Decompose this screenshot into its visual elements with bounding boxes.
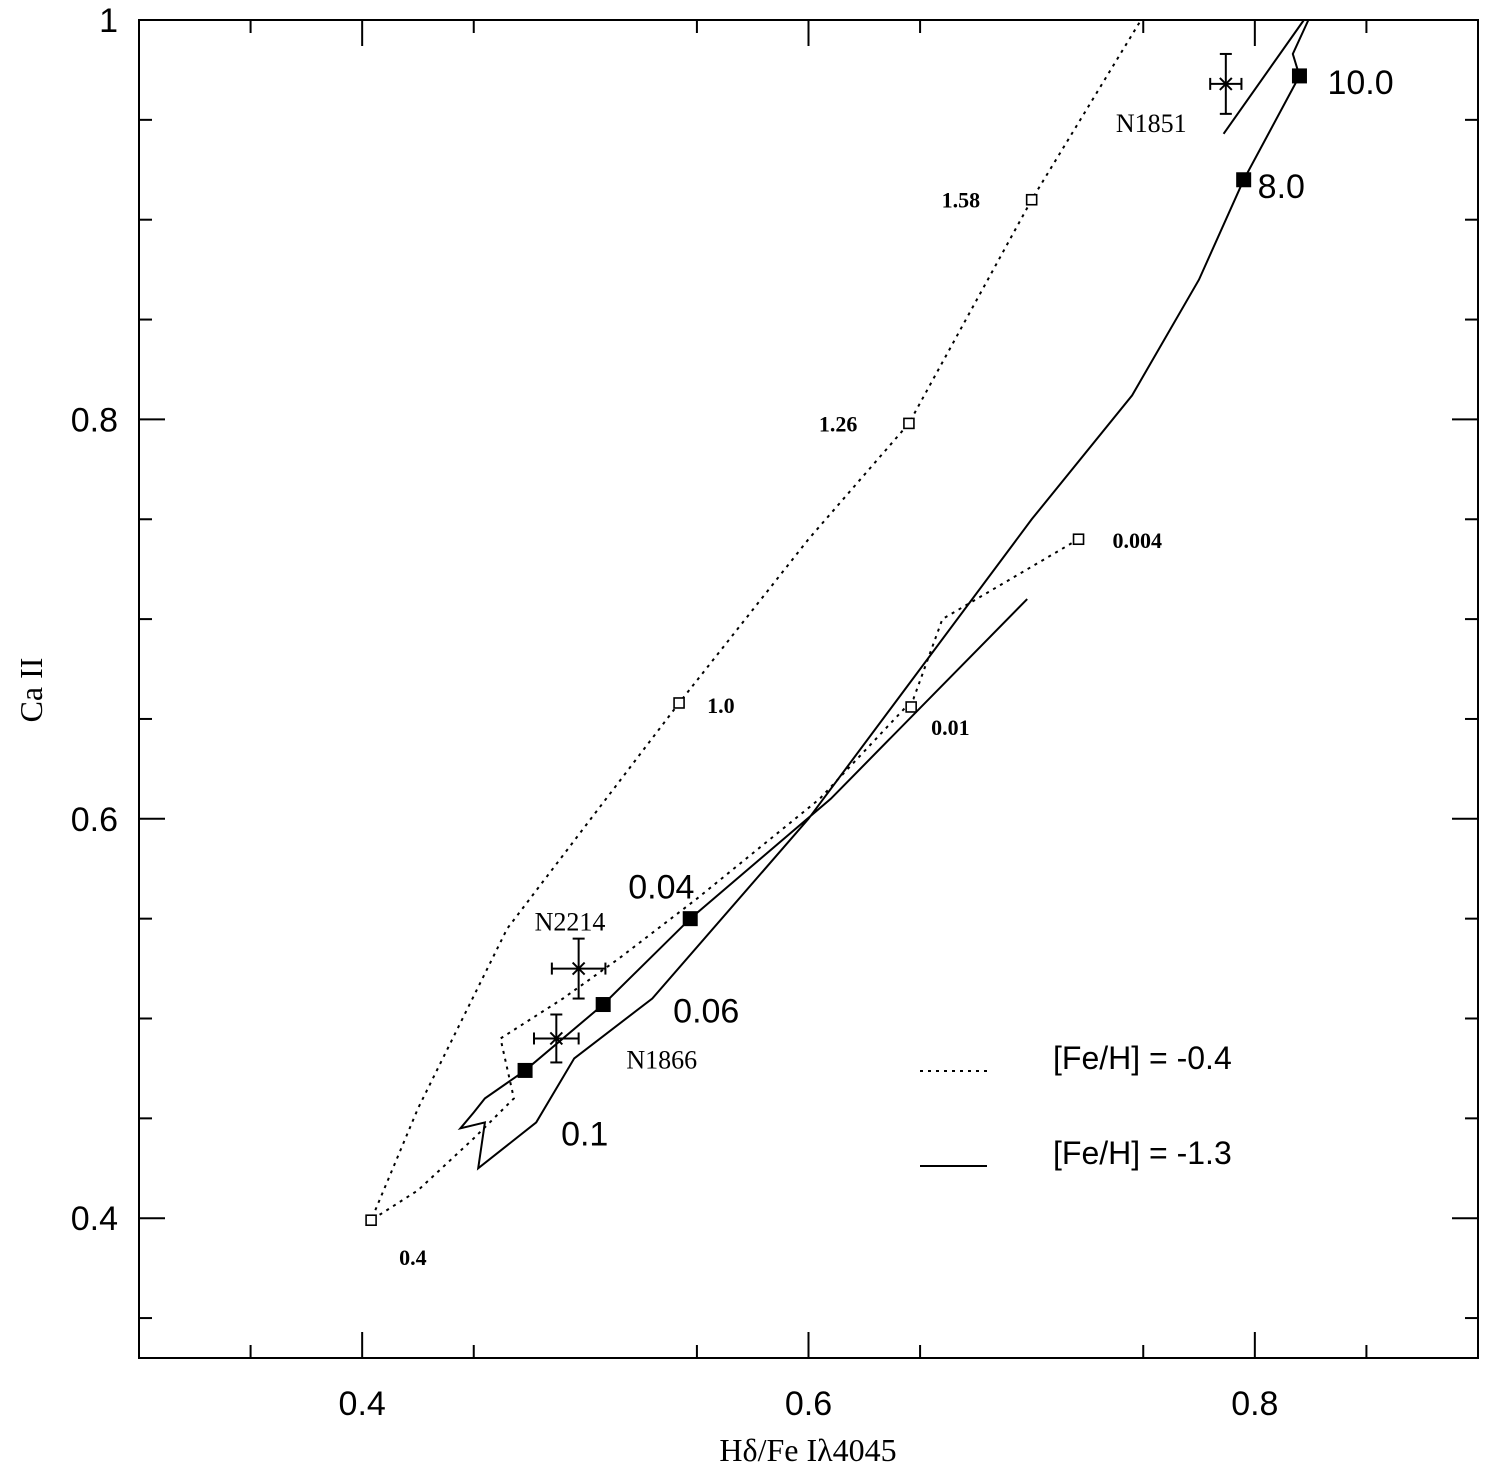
open-square-marker xyxy=(905,701,917,713)
filled-square-marker xyxy=(1291,68,1307,84)
y-tick-label: 0.4 xyxy=(71,1200,118,1238)
open-square-marker xyxy=(673,697,685,709)
legend-label: [Fe/H] = -1.3 xyxy=(1053,1135,1232,1171)
cluster-label: N1851 xyxy=(1116,109,1187,138)
series-line-2 xyxy=(1222,19,1305,135)
axis-ticks: 0.4 0.6 0.8 0.4 0.6 0.8 1 xyxy=(71,2,1478,1423)
cluster-point-marker xyxy=(571,961,586,976)
x-axis-title: Hδ/Fe Iλ4045 xyxy=(719,1432,896,1468)
cluster-label: N1866 xyxy=(626,1045,697,1074)
legend: [Fe/H] = -0.4 [Fe/H] = -1.3 xyxy=(920,1040,1232,1171)
y-tick-label: 1 xyxy=(99,2,118,40)
filled-square-marker xyxy=(517,1062,533,1078)
x-tick-label: 0.8 xyxy=(1231,1385,1278,1423)
open-square-marker xyxy=(365,1214,377,1227)
filled-marker-label: 8.0 xyxy=(1258,168,1305,206)
y-tick-label: 0.8 xyxy=(71,401,118,439)
filled-square-marker xyxy=(682,911,698,927)
series-line-0 xyxy=(368,19,1142,1223)
x-tick-label: 0.6 xyxy=(785,1385,832,1423)
series-layer xyxy=(368,19,1310,1223)
annotation-layer: 0.4 1.0 1.26 1.58 0.01 0.004 0.1 0.06 0.04 8.0 10.… xyxy=(399,64,1394,1270)
open-square-marker xyxy=(903,417,915,430)
open-marker-label: 1.26 xyxy=(819,411,858,436)
legend-label: [Fe/H] = -0.4 xyxy=(1053,1040,1232,1076)
open-marker-label: 1.58 xyxy=(942,188,981,213)
marker-layer xyxy=(365,68,1307,1227)
open-marker-label: 0.01 xyxy=(931,715,970,740)
series-line-1 xyxy=(457,19,1310,1171)
filled-marker-label: 0.1 xyxy=(561,1115,608,1153)
filled-marker-label: 10.0 xyxy=(1327,64,1393,102)
cluster-point-marker xyxy=(549,1031,564,1046)
filled-square-marker xyxy=(1236,172,1252,188)
y-tick-label: 0.6 xyxy=(71,801,118,839)
open-square-marker xyxy=(1072,533,1085,546)
plot-frame xyxy=(138,19,1479,1359)
open-marker-label: 0.4 xyxy=(399,1245,427,1270)
filled-square-marker xyxy=(595,997,611,1013)
cluster-label: N2214 xyxy=(535,908,606,937)
filled-marker-label: 0.06 xyxy=(673,993,739,1031)
cluster-layer xyxy=(533,52,1243,1064)
x-tick-label: 0.4 xyxy=(339,1385,386,1423)
filled-marker-label: 0.04 xyxy=(628,869,694,907)
open-marker-label: 1.0 xyxy=(707,693,735,718)
cluster-point-marker xyxy=(1219,77,1233,91)
open-marker-label: 0.004 xyxy=(1113,528,1163,553)
y-axis-title: Ca II xyxy=(13,658,49,723)
open-square-marker xyxy=(1025,193,1038,206)
